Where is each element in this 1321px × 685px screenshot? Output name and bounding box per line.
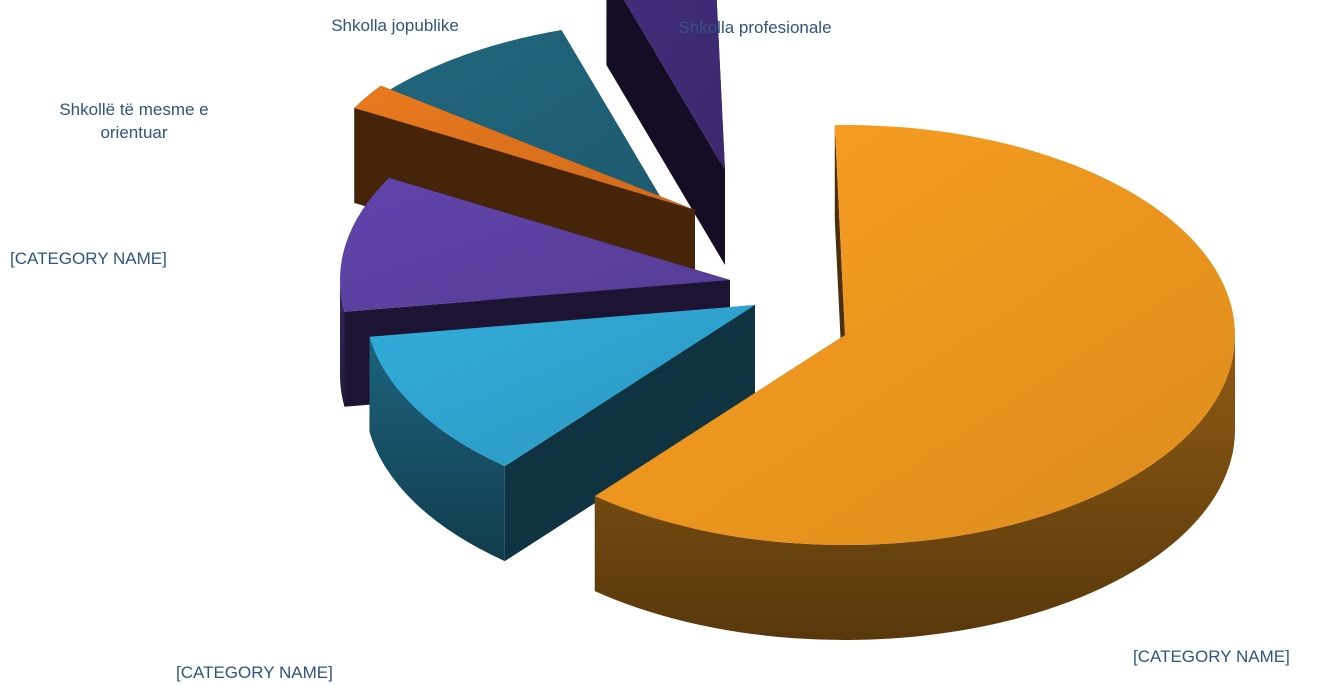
pie-slice-0 xyxy=(594,125,1235,641)
slice-label-category-purple: [CATEGORY NAME] xyxy=(10,249,167,268)
pie-slice-2-top xyxy=(340,177,730,312)
pie-slice-5-top xyxy=(624,0,725,170)
pie-slice-1 xyxy=(369,305,755,562)
slice-label-category-orange: [CATEGORY NAME] xyxy=(1133,647,1290,666)
pie-slice-3-top xyxy=(354,85,695,210)
pie-slice-0-side xyxy=(594,335,1235,641)
pie-slice-1-side xyxy=(369,336,505,562)
slice-label-shkolla-jopublike: Shkolla jopublike xyxy=(331,16,459,35)
pie-slice-2-side xyxy=(340,280,345,407)
slice-label-shkolle-te-mesme: Shkollë të mesme e orientuar xyxy=(59,100,209,142)
slice-label-shkolla-profesionale: Shkolla profesionale xyxy=(678,18,832,37)
slice-label-category-blue: [CATEGORY NAME] xyxy=(176,663,333,682)
pie-slice-0-top xyxy=(594,125,1235,545)
pie-slice-5 xyxy=(606,0,725,265)
pie-slice-5-wall-0 xyxy=(606,0,725,265)
pie-slice-1-top xyxy=(369,305,755,467)
